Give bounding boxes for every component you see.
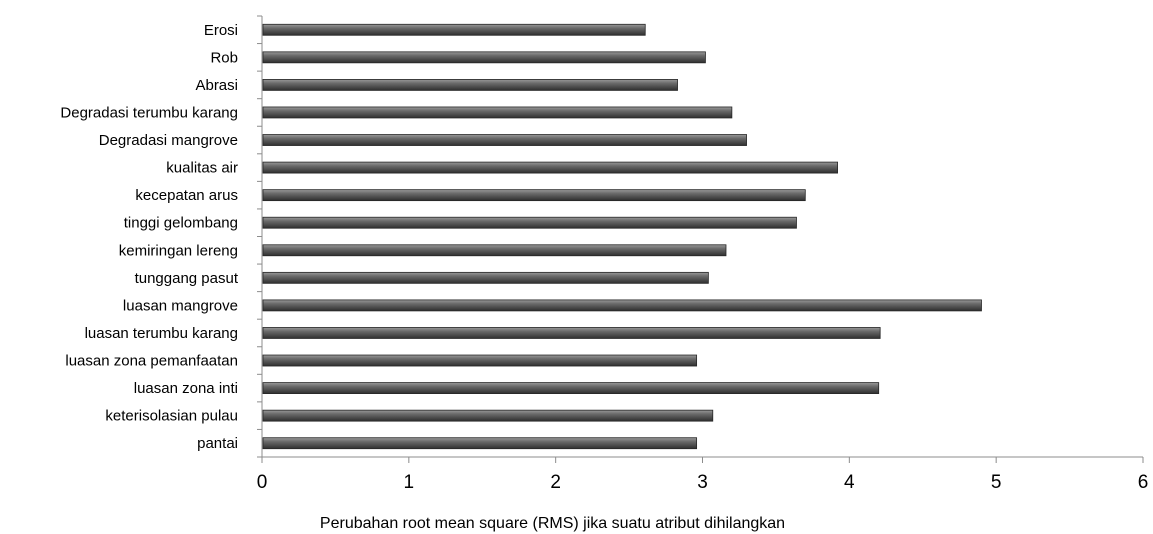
x-tick-label: 1: [404, 472, 415, 493]
category-label: luasan mangrove: [123, 297, 238, 314]
bar: [262, 327, 881, 339]
category-label: luasan zona inti: [134, 380, 238, 397]
bar: [262, 106, 733, 119]
x-tick-labels: 0 1 2 3 4 5 6: [257, 472, 1149, 493]
bar: [262, 354, 698, 367]
category-label: luasan zona pemanfaatan: [65, 353, 238, 370]
bar: [262, 23, 646, 36]
bar: [262, 79, 678, 91]
bar: [262, 382, 880, 394]
bar: [262, 216, 797, 229]
bar: [262, 134, 747, 146]
category-label: kemiringan lereng: [119, 242, 238, 259]
category-label: keterisolasian pulau: [105, 408, 238, 425]
category-label: Erosi: [204, 22, 238, 39]
bar: [262, 51, 706, 64]
category-label: tinggi gelombang: [124, 215, 238, 232]
category-label: luasan terumbu karang: [85, 325, 238, 342]
x-tick-label: 6: [1138, 472, 1149, 493]
bar: [262, 437, 698, 450]
x-tick-label: 3: [697, 472, 708, 493]
category-labels: pantai keterisolasian pulau luasan zona in…: [60, 22, 238, 452]
category-label: Rob: [210, 49, 238, 66]
x-axis-title: Perubahan root mean square (RMS) jika su…: [320, 515, 785, 532]
category-label: tunggang pasut: [135, 270, 239, 287]
category-label: Degradasi mangrove: [99, 132, 238, 149]
category-label: Degradasi terumbu karang: [60, 104, 238, 121]
axes-group: [257, 15, 1144, 463]
bar: [262, 244, 727, 257]
x-tick-label: 0: [257, 472, 268, 493]
bar: [262, 161, 838, 174]
category-label: Abrasi: [195, 77, 238, 94]
x-tick-label: 4: [844, 472, 855, 493]
x-tick-label: 5: [991, 472, 1002, 493]
bars-group: [262, 23, 982, 450]
category-label: kecepatan arus: [135, 187, 238, 204]
category-label: kualitas air: [166, 160, 238, 177]
bar: [262, 271, 709, 284]
x-tick-label: 2: [550, 472, 561, 493]
bar: [262, 189, 806, 202]
category-label: pantai: [197, 435, 238, 452]
bar: [262, 299, 982, 312]
bar: [262, 409, 714, 422]
